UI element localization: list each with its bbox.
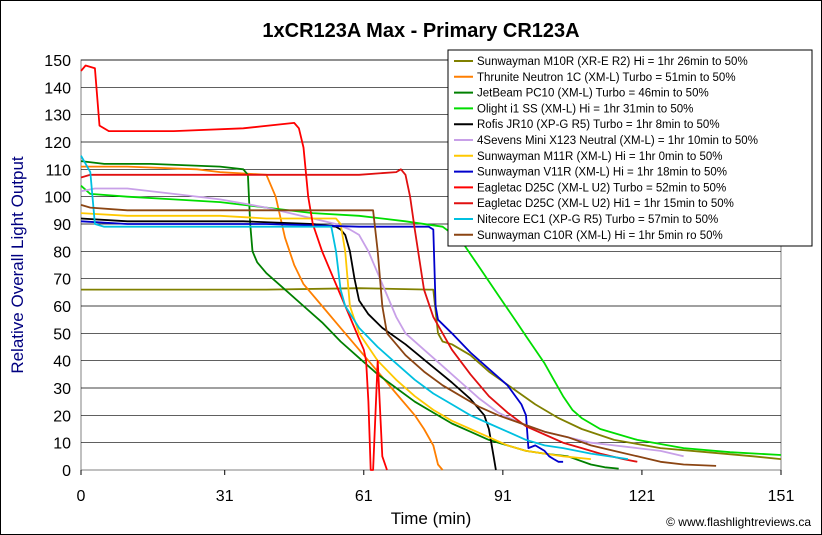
- y-tick-label: 90: [53, 217, 71, 234]
- legend-entry: Thrunite Neutron 1C (XM-L) Turbo = 51min…: [477, 72, 736, 84]
- x-axis-label: Time (min): [391, 509, 472, 528]
- series-line-0: [81, 287, 782, 460]
- legend-entry: Sunwayman M10R (XR-E R2) Hi = 1hr 26min …: [477, 56, 748, 68]
- x-tick-labels: 0 31 61 91 121 151: [77, 470, 795, 505]
- legend-entry: Rofis JR10 (XP-G R5) Turbo = 1hr 8min to…: [477, 119, 720, 131]
- y-tick-label: 70: [53, 272, 71, 289]
- y-tick-label: 80: [53, 244, 71, 261]
- legend-entry: Eagletac D25C (XM-L U2) Turbo = 52min to…: [477, 182, 726, 194]
- series-line-11: [80, 204, 717, 467]
- y-tick-label: 150: [44, 53, 71, 70]
- y-tick-label: 60: [53, 299, 71, 316]
- y-tick-label: 20: [53, 408, 71, 425]
- x-tick-label: 61: [355, 488, 373, 505]
- y-tick-label: 30: [53, 381, 71, 398]
- y-tick-label: 50: [53, 326, 71, 343]
- series-line-1: [81, 165, 444, 471]
- y-axis-label: Relative Overall Light Output: [8, 156, 27, 374]
- legend: Sunwayman M10R (XR-E R2) Hi = 1hr 26min …: [447, 49, 813, 247]
- y-tick-label: 110: [45, 162, 71, 179]
- x-tick-label: 0: [77, 488, 86, 505]
- legend-entry: Sunwayman M11R (XM-L) Hi = 1hr 0min to 5…: [477, 151, 723, 163]
- chart-title: 1xCR123A Max - Primary CR123A: [262, 20, 579, 42]
- x-tick-label: 31: [216, 488, 234, 505]
- legend-box: [447, 49, 813, 247]
- y-tick-label: 40: [53, 354, 71, 371]
- y-tick-labels: 0 10 20 30 40 50 60 70 80 90 100 110 120 130 140 150: [44, 53, 71, 480]
- legend-entry: Sunwayman V11R (XM-L) Hi = 1hr 18min to …: [477, 167, 727, 179]
- y-tick-label: 10: [53, 436, 71, 453]
- y-tick-label: 120: [44, 135, 71, 152]
- x-tick-label: 91: [494, 488, 512, 505]
- y-tick-label: 100: [44, 190, 71, 207]
- legend-entry: 4Sevens Mini X123 Neutral (XM-L) = 1hr 1…: [477, 135, 758, 147]
- legend-entry: Olight i1 SS (XM-L) Hi = 1hr 31min to 50…: [477, 103, 693, 115]
- credit-text: © www.flashlightreviews.ca: [666, 515, 811, 529]
- series-line-9: [80, 168, 638, 463]
- series-line-5: [80, 187, 684, 458]
- series-lines: [80, 64, 782, 471]
- legend-entry: JetBeam PC10 (XM-L) Turbo = 46min to 50%: [477, 88, 709, 100]
- legend-entry: Nitecore EC1 (XP-G R5) Turbo = 57min to …: [477, 214, 718, 226]
- series-line-8: [80, 64, 388, 471]
- y-tick-label: 130: [44, 108, 71, 125]
- series-line-10: [80, 155, 629, 460]
- y-tick-label: 0: [62, 463, 71, 480]
- x-tick-label: 121: [629, 488, 656, 505]
- x-tick-label: 151: [768, 488, 795, 505]
- legend-entry: Sunwayman C10R (XM-L) Hi = 1hr 5min ro 5…: [477, 230, 723, 242]
- series-line-4: [80, 217, 497, 471]
- legend-entry: Eagletac D25C (XM-L U2) Hi1 = 1hr 15min …: [477, 198, 734, 210]
- y-tick-label: 140: [44, 80, 71, 97]
